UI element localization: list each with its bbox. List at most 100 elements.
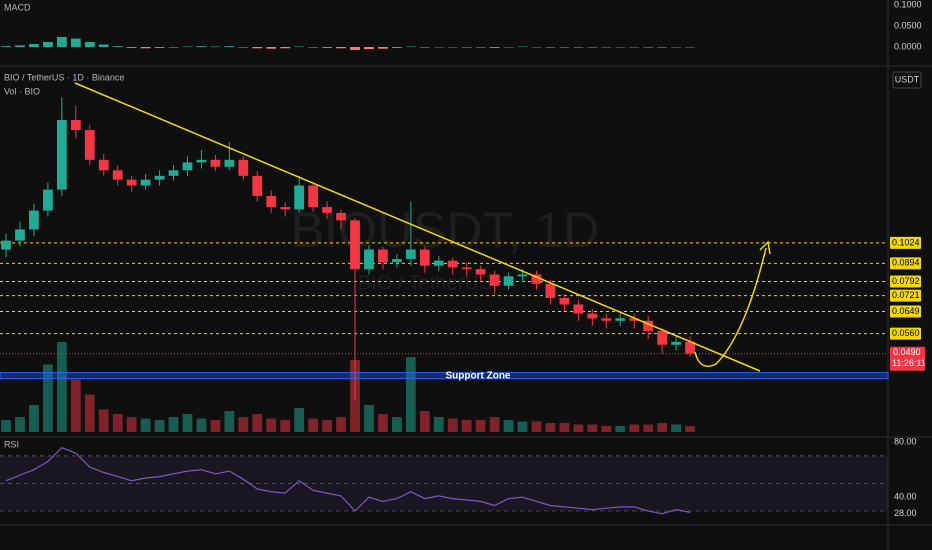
candle-body [447,260,458,268]
histogram-bar [29,44,39,48]
histogram-bar [308,47,319,48]
histogram-bar [98,44,109,48]
candle-body [601,318,612,321]
volume-bar [433,417,444,432]
candle-body [489,274,500,286]
histogram-bar [294,46,305,48]
volume-bar [224,411,235,432]
histogram-bar [238,47,249,48]
candle-body [1,240,11,250]
candle-body [364,249,374,270]
candle-body [336,212,346,221]
volume-bar [308,418,319,432]
candle-body [266,195,277,208]
y-tick-label: 28.00 [894,508,917,518]
axis: 0.1024 0.0894 0.0792 0.0721 0.0649 0.0560 0.04… [890,0,926,518]
macd-title: MACD [4,2,31,12]
candle-body [98,159,109,171]
level-tag [890,236,921,249]
candle-body [657,330,668,345]
last-price-tag [890,346,925,371]
level-label: 0.0792 [892,276,920,286]
volume-bar [280,420,291,432]
histogram-bar [168,47,179,48]
candle-body [545,283,556,298]
histogram-bar [531,47,542,48]
histogram-bar [322,47,332,48]
histogram-bar [126,47,137,48]
candle-body [308,185,319,208]
histogram-bar [643,47,654,48]
level-label: 0.0649 [892,306,920,316]
candle-body [56,120,67,190]
y-tick-label: 80.00 [894,437,917,447]
rsi-line [5,446,691,515]
volume-bar [685,426,695,432]
volume-bar [545,423,556,432]
watermark-subtitle: BIO / TetherUS [358,272,492,294]
volume-bar [419,411,430,432]
level-tag [890,275,921,288]
volume-bar [15,417,25,432]
histogram-bar [15,45,25,48]
volume-bar [601,426,612,432]
volume-bar [140,418,151,432]
currency-box [892,71,922,89]
candle-body [461,267,472,270]
symbol-title: BIO / TetherUS · 1D · Binance [4,72,124,82]
level-label: 0.0721 [892,290,920,300]
histogram-bar [210,46,221,48]
volume-bar [196,418,207,432]
candle-body [322,207,332,213]
volume-bar [112,414,123,432]
volume-bar [84,394,95,432]
level-label: 0.0560 [892,328,920,338]
histogram-bar [182,46,193,48]
volume-bar [517,421,528,432]
support-zone-label: Support Zone [446,370,511,381]
candle-body [419,249,430,266]
histogram-bar [56,36,67,48]
level-tag [890,327,921,340]
histogram-bar [573,47,584,48]
volume-bar [168,417,179,432]
volume-bar [42,364,53,432]
histogram-bar [350,47,360,50]
histogram-bar [196,46,207,48]
volume-bar [336,417,346,432]
support-zone [0,372,889,380]
histogram-bar [224,46,235,48]
histogram-bar [1,46,11,48]
candle-body [224,159,235,167]
countdown: 11:26:11 [892,358,926,368]
candle-body [112,170,123,180]
volume-bar [266,418,277,432]
candle-body [587,313,598,319]
arrow-head [759,240,771,255]
histogram-bar [559,47,570,48]
histogram-bar [140,47,151,49]
volume-bar [573,424,584,432]
candle-body [154,175,165,180]
volume-bar [70,379,81,432]
candle-body [643,320,654,331]
volume-bar [98,409,109,432]
histogram-bar [70,38,81,48]
volume-bar [391,417,402,432]
candle-body [196,159,207,163]
level-tag [890,305,921,318]
candle-body [405,249,416,260]
volume-bar [154,420,165,432]
histogram-bar [42,41,53,48]
candle-body [671,341,681,345]
volume-bar [489,417,500,432]
volume-bar [294,408,305,432]
volume-bar [56,342,67,432]
volume-title: Vol · BIO [4,86,40,96]
volume-bar [29,405,39,432]
volume-bar [587,424,598,432]
volume-bar [615,426,626,432]
candle-body [29,210,39,230]
candle-body [238,159,249,176]
